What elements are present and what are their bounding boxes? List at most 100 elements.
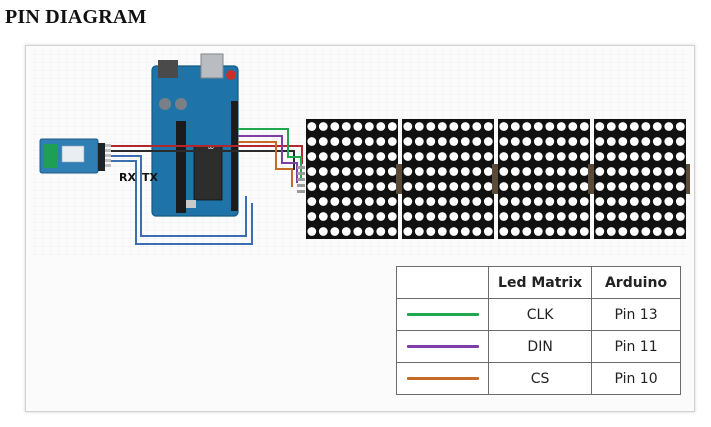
legend-swatch-cell [395, 362, 490, 395]
led-dot [556, 137, 566, 146]
led-dot [579, 212, 589, 221]
led-dot [472, 122, 482, 131]
page-title: PIN DIAGRAM [5, 6, 147, 28]
led-dot [545, 212, 555, 221]
led-dot [437, 182, 447, 191]
led-dot [403, 137, 413, 146]
led-matrix-module [306, 119, 404, 239]
led-dot [522, 152, 532, 161]
legend-header-led-matrix: Led Matrix [488, 266, 593, 299]
led-dot [341, 122, 351, 131]
led-dot [545, 167, 555, 176]
legend-row-clk: CLK Pin 13 [395, 298, 681, 331]
led-dot [533, 167, 543, 176]
led-dot [341, 197, 351, 206]
arduino-board: ∞ [151, 53, 239, 217]
led-dot [675, 122, 685, 131]
led-dot [664, 182, 674, 191]
usb-port [200, 53, 224, 79]
led-dot [595, 182, 605, 191]
header-left [176, 121, 186, 213]
led-dot [414, 137, 424, 146]
led-dot [641, 152, 651, 161]
led-dot [595, 152, 605, 161]
led-dot [664, 122, 674, 131]
led-dot [403, 212, 413, 221]
cs-wire-swatch [406, 377, 479, 380]
led-dot [499, 197, 509, 206]
clk-wire-swatch [406, 313, 479, 316]
led-dot [426, 197, 436, 206]
led-dot [595, 197, 605, 206]
led-dot [652, 152, 662, 161]
led-dot [545, 182, 555, 191]
led-dot [472, 137, 482, 146]
led-dot [307, 182, 317, 191]
legend-header-row: Led Matrix Arduino [395, 266, 681, 299]
led-dot [307, 227, 317, 236]
led-dot [510, 212, 520, 221]
legend-row-cs: CS Pin 10 [395, 362, 681, 395]
led-dot [510, 227, 520, 236]
led-dot [533, 122, 543, 131]
led-dot [652, 122, 662, 131]
led-dot [579, 122, 589, 131]
led-dot [675, 137, 685, 146]
led-dot [364, 197, 374, 206]
led-dot [437, 212, 447, 221]
led-dot [376, 137, 386, 146]
led-dot [652, 227, 662, 236]
led-dot [533, 227, 543, 236]
led-dot [364, 227, 374, 236]
led-dot [341, 152, 351, 161]
led-dot [387, 137, 397, 146]
led-dot [403, 197, 413, 206]
led-matrix-module [498, 119, 596, 239]
reset-button [226, 70, 236, 80]
led-dot [414, 212, 424, 221]
led-dot [353, 137, 363, 146]
led-dot [556, 197, 566, 206]
led-dot [483, 152, 493, 161]
matrix-output-connector [686, 164, 690, 194]
led-dot [652, 197, 662, 206]
matrix-body [594, 119, 686, 239]
matrix-body [306, 119, 398, 239]
led-dot [533, 197, 543, 206]
led-dot [533, 182, 543, 191]
led-dot [499, 182, 509, 191]
led-dot [307, 137, 317, 146]
led-dot [364, 167, 374, 176]
led-dot [618, 182, 628, 191]
led-dot [499, 212, 509, 221]
led-dot [618, 137, 628, 146]
led-dot [341, 167, 351, 176]
led-dot [606, 167, 616, 176]
led-dot [472, 152, 482, 161]
led-dot [414, 227, 424, 236]
led-dot [545, 122, 555, 131]
led-dot [460, 167, 470, 176]
led-dot [533, 152, 543, 161]
led-dot [499, 167, 509, 176]
led-dot [568, 137, 578, 146]
led-dot [426, 182, 436, 191]
led-dot [606, 137, 616, 146]
led-dot [414, 167, 424, 176]
led-dot [364, 152, 374, 161]
led-dot [387, 182, 397, 191]
led-dot [618, 212, 628, 221]
led-dot [664, 212, 674, 221]
led-dot [510, 122, 520, 131]
led-dot [595, 122, 605, 131]
led-dot [307, 212, 317, 221]
led-dot [641, 227, 651, 236]
led-dot [449, 137, 459, 146]
led-dot [353, 167, 363, 176]
led-dot [449, 197, 459, 206]
led-dot [449, 167, 459, 176]
led-dot [330, 197, 340, 206]
led-dot [595, 167, 605, 176]
led-dot [449, 212, 459, 221]
led-dot [449, 122, 459, 131]
